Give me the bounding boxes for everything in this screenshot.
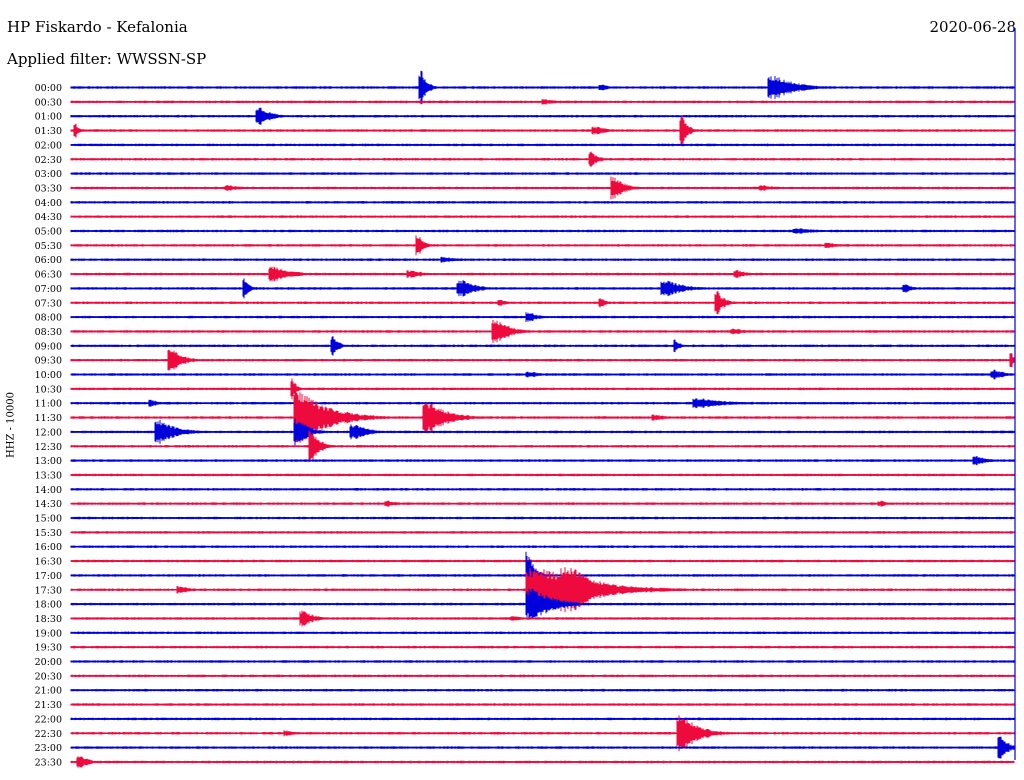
row-time-label: 02:00	[35, 140, 62, 151]
row-time-label: 11:30	[35, 413, 62, 424]
row-time-label: 20:00	[35, 657, 62, 668]
row-time-label: 21:30	[35, 700, 62, 711]
row-time-label: 23:30	[35, 757, 62, 768]
row-time-label: 00:00	[35, 83, 62, 94]
row-time-label: 16:30	[35, 557, 62, 568]
row-time-label: 12:00	[35, 427, 62, 438]
row-time-label: 04:00	[35, 198, 62, 209]
row-time-label: 04:30	[35, 212, 62, 223]
row-time-label: 17:30	[35, 585, 62, 596]
row-time-label: 01:00	[35, 112, 62, 123]
row-time-label: 00:30	[35, 97, 62, 108]
row-time-label: 17:00	[35, 571, 62, 582]
row-time-label: 06:00	[35, 255, 62, 266]
row-time-label: 23:00	[35, 743, 62, 754]
row-time-label: 05:00	[35, 227, 62, 238]
row-time-label: 08:00	[35, 313, 62, 324]
row-time-label: 15:30	[35, 528, 62, 539]
row-time-label: 12:30	[35, 442, 62, 453]
row-time-label: 22:00	[35, 714, 62, 725]
row-time-label: 02:30	[35, 155, 62, 166]
row-time-label: 13:30	[35, 470, 62, 481]
row-time-label: 16:00	[35, 542, 62, 553]
row-time-label: 01:30	[35, 126, 62, 137]
row-time-label: 15:00	[35, 514, 62, 525]
row-time-label: 07:00	[35, 284, 62, 295]
row-time-label: 19:30	[35, 643, 62, 654]
row-time-label: 11:00	[35, 399, 62, 410]
row-time-label: 07:30	[35, 298, 62, 309]
filter-label: Applied filter: WWSSN-SP	[7, 50, 207, 68]
row-time-label: 09:30	[35, 356, 62, 367]
row-time-label: 20:30	[35, 671, 62, 682]
row-time-label: 14:00	[35, 485, 62, 496]
row-time-label: 10:30	[35, 384, 62, 395]
row-time-label: 05:30	[35, 241, 62, 252]
row-time-label: 22:30	[35, 729, 62, 740]
row-time-label: 09:00	[35, 341, 62, 352]
row-time-label: 06:30	[35, 270, 62, 281]
row-time-label: 10:00	[35, 370, 62, 381]
row-time-label: 03:30	[35, 183, 62, 194]
station-title: HP Fiskardo - Kefalonia	[7, 18, 188, 36]
row-time-label: 08:30	[35, 327, 62, 338]
row-time-label: 21:00	[35, 686, 62, 697]
row-time-label: 14:30	[35, 499, 62, 510]
row-time-label: 18:30	[35, 614, 62, 625]
row-time-label: 03:00	[35, 169, 62, 180]
date-label: 2020-06-28	[929, 18, 1016, 36]
row-time-label: 19:00	[35, 628, 62, 639]
row-time-label: 13:00	[35, 456, 62, 467]
row-time-label: 18:00	[35, 600, 62, 611]
